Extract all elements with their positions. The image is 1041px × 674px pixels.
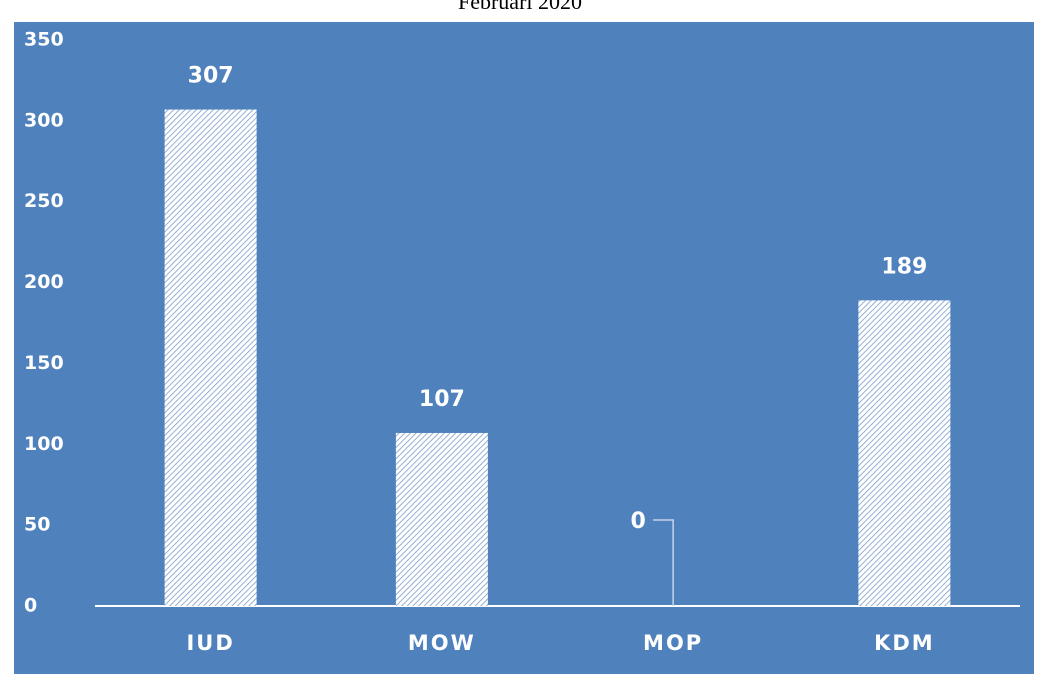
- data-label: 0: [630, 509, 645, 534]
- bar: [858, 300, 951, 606]
- y-tick-label: 150: [24, 352, 64, 374]
- bar: [164, 109, 257, 606]
- y-tick-label: 100: [24, 433, 64, 455]
- bar: [395, 432, 488, 606]
- y-tick-label: 350: [24, 29, 64, 51]
- y-tick-label: 300: [24, 109, 64, 131]
- data-label: 107: [419, 387, 465, 412]
- y-tick-label: 50: [24, 514, 50, 536]
- y-tick-label: 250: [24, 190, 64, 212]
- y-tick-label: 0: [24, 595, 37, 617]
- x-tick-label: IUD: [186, 631, 234, 655]
- y-tick-label: 200: [24, 271, 64, 293]
- leader-line: [653, 519, 674, 606]
- data-label: 307: [188, 64, 234, 89]
- data-label: 189: [881, 254, 927, 279]
- chart-title: Februari 2020: [458, 0, 582, 14]
- x-tick-label: MOP: [643, 631, 703, 655]
- x-tick-label: MOW: [408, 631, 476, 655]
- x-tick-label: KDM: [874, 631, 935, 655]
